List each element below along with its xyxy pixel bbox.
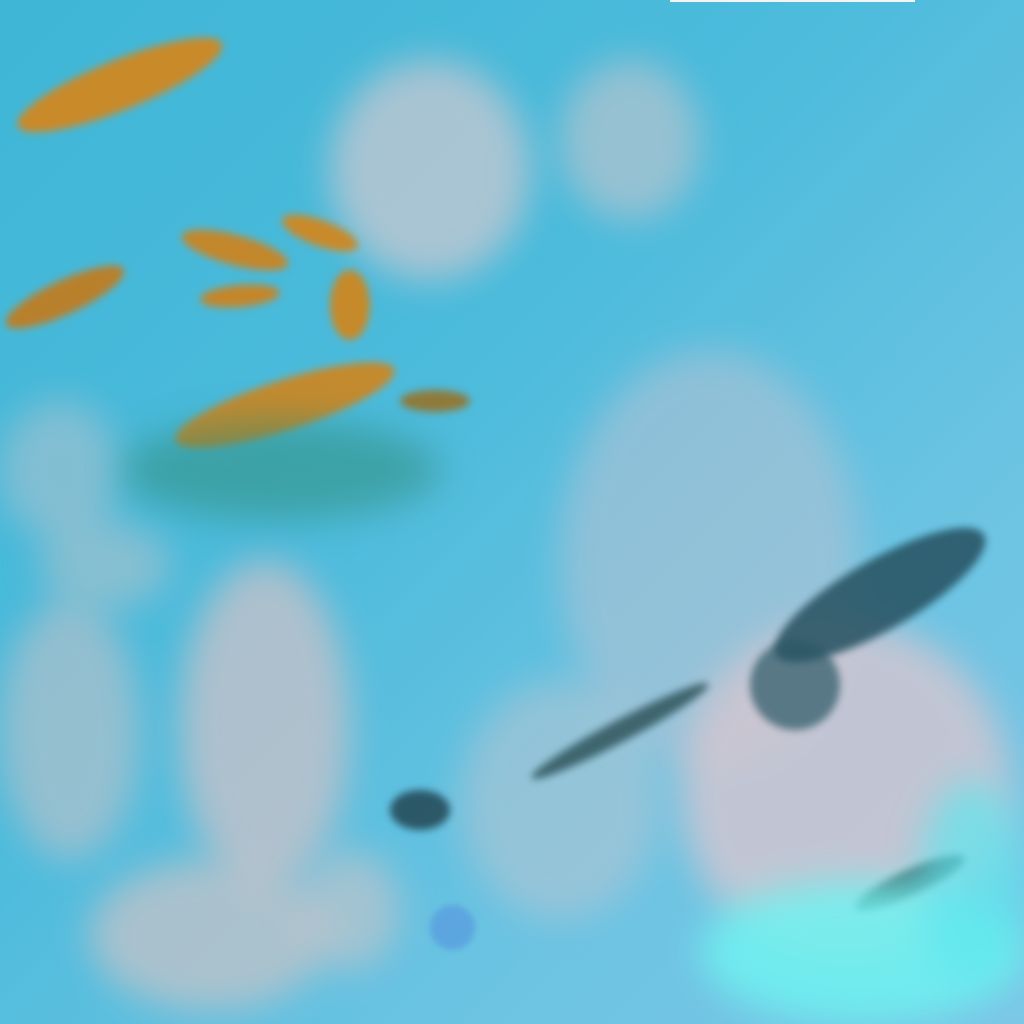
low-cloud-patch [90,860,330,1010]
low-cloud-patch [0,600,140,860]
low-cloud-patch [300,850,400,970]
shadow-streak [750,640,840,730]
low-cloud-patch [40,520,170,610]
low-cloud-patch [0,400,120,540]
image-edge-artifact [670,0,915,2]
shadow-streak [390,790,450,830]
low-cloud-patch [330,60,530,280]
low-cloud-patch [560,60,700,220]
green-cloud-edge [120,420,440,520]
high-cloud-streak [400,390,470,412]
low-cloud-patch [180,560,350,890]
high-cloud-streak [330,270,370,340]
blue-lake [430,905,475,950]
bright-cyan-area [920,780,1024,980]
